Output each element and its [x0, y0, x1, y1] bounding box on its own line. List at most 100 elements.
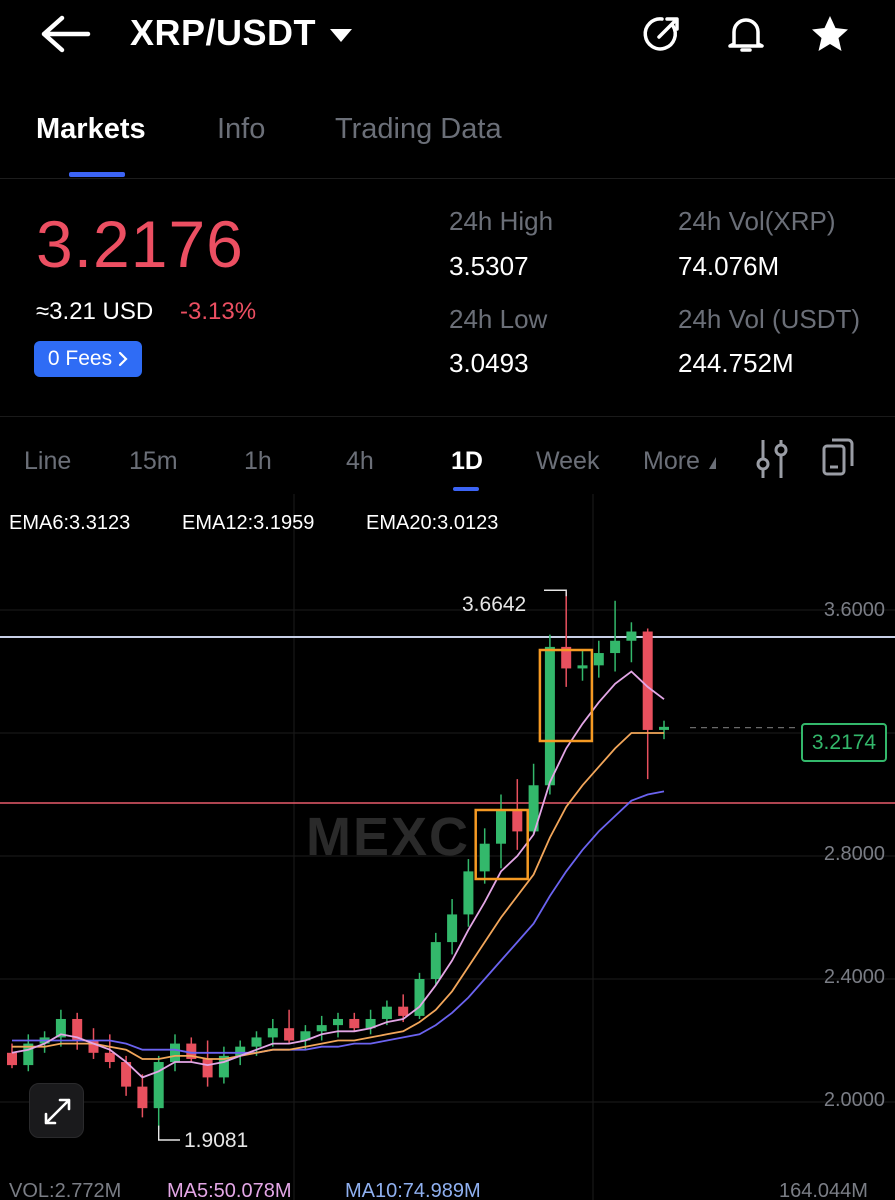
tf-more-label: More [643, 447, 700, 475]
share-icon[interactable] [640, 12, 684, 56]
candle-body [528, 785, 539, 832]
copy-layout-icon[interactable] [820, 436, 856, 478]
highlight-box [538, 648, 594, 743]
bell-icon[interactable] [724, 12, 768, 56]
candle-body [479, 843, 490, 872]
header: XRP/USDT [0, 0, 895, 70]
tf-4h[interactable]: 4h [346, 447, 374, 475]
candle-body [7, 1052, 17, 1066]
chevron-down-icon [330, 28, 353, 42]
ma5-label: MA5:50.078M [167, 1180, 292, 1200]
high-label: 24h High [449, 206, 554, 236]
chevron-right-icon [118, 351, 128, 367]
candle-body [659, 726, 669, 730]
pair-selector[interactable]: XRP/USDT [130, 12, 353, 54]
candle-body [381, 1006, 392, 1019]
candle-body [642, 631, 653, 730]
candle-body [447, 914, 458, 943]
current-price-tag: 3.2174 [801, 723, 887, 762]
candle-body [365, 1018, 376, 1029]
candle-body [251, 1037, 262, 1047]
candle-body [121, 1062, 132, 1087]
high-value: 3.5307 [449, 251, 529, 281]
candle-body [23, 1043, 34, 1066]
tf-week[interactable]: Week [536, 447, 600, 475]
usd-equivalent: ≈3.21 USD [36, 298, 154, 325]
candle-body [284, 1028, 295, 1041]
fees-button[interactable]: 0 Fees [34, 341, 142, 377]
candle-body [398, 1006, 409, 1016]
y-tick-3.6: 3.6000 [823, 599, 885, 621]
caret-icon [702, 457, 716, 469]
ema6-label: EMA6:3.3123 [9, 512, 131, 534]
last-price: 3.2176 [36, 207, 244, 281]
candle-body [544, 646, 555, 786]
vol-usdt-label: 24h Vol (USDT) [678, 304, 861, 334]
candle-body [610, 640, 621, 654]
tab-trading-data[interactable]: Trading Data [335, 113, 502, 145]
tf-line[interactable]: Line [24, 447, 72, 475]
candle-body [137, 1086, 148, 1109]
candle-body [496, 809, 506, 844]
candle-body [561, 646, 572, 669]
candle-body [153, 1062, 164, 1109]
tf-15m[interactable]: 15m [129, 447, 178, 475]
tf-1h[interactable]: 1h [244, 447, 272, 475]
price-change: -3.13% [180, 298, 257, 325]
tf-1d[interactable]: 1D [451, 447, 483, 475]
vol-label: VOL:2.772M [9, 1180, 122, 1200]
candle-body [626, 631, 637, 641]
ema6-line [11, 670, 665, 1079]
y-tick-2.4: 2.4000 [823, 966, 885, 988]
low-leader [158, 1125, 180, 1141]
y-tick-2.0: 2.0000 [823, 1089, 885, 1111]
candle-body [267, 1028, 278, 1038]
candle-body [593, 653, 604, 666]
back-arrow-icon[interactable] [38, 12, 92, 56]
star-icon[interactable] [808, 12, 852, 56]
candle-body [300, 1031, 311, 1041]
vol-max-label: 164.044M [779, 1180, 868, 1200]
ma10-label: MA10:74.989M [345, 1180, 481, 1200]
candle-body [430, 942, 441, 979]
candle-body [202, 1058, 213, 1078]
candle-body [88, 1040, 99, 1053]
tab-bar: Markets Info Trading Data [0, 95, 895, 179]
fees-label: 0 Fees [47, 347, 113, 370]
expand-icon [44, 1098, 71, 1125]
indicator-settings-icon[interactable] [754, 436, 790, 478]
tab-info[interactable]: Info [217, 113, 266, 145]
candle-body [349, 1018, 360, 1029]
candle-body [170, 1043, 180, 1063]
candle-body [414, 979, 425, 1016]
ema12-line [12, 732, 664, 1060]
y-tick-2.8: 2.8000 [823, 843, 885, 865]
candle-body [186, 1043, 197, 1059]
ema12-label: EMA12:3.1959 [182, 512, 315, 534]
candle-body [72, 1018, 83, 1041]
candle-body [104, 1052, 115, 1063]
vol-xrp-value: 74.076M [678, 251, 780, 281]
candlestick-chart[interactable] [0, 494, 895, 1200]
low-annotation: 1.9081 [184, 1129, 249, 1152]
candle-body [55, 1018, 66, 1038]
low-label: 24h Low [449, 304, 548, 334]
candle-body [316, 1025, 327, 1032]
tf-indicator [453, 487, 479, 491]
high-annotation: 3.6642 [462, 593, 527, 616]
vol-usdt-value: 244.752M [678, 348, 794, 378]
ema20-line [12, 790, 665, 1054]
pair-title: XRP/USDT [130, 12, 317, 53]
vol-xrp-label: 24h Vol(XRP) [678, 206, 836, 236]
tab-markets[interactable]: Markets [36, 113, 146, 145]
tf-more[interactable]: More [643, 447, 716, 476]
tab-indicator [69, 172, 125, 177]
candle-body [218, 1055, 229, 1078]
divider [0, 416, 895, 417]
expand-chart-button[interactable] [29, 1083, 84, 1138]
highlight-box [474, 808, 529, 881]
low-value: 3.0493 [449, 348, 529, 378]
high-leader [544, 589, 567, 597]
candle-body [577, 665, 588, 669]
candle-body [463, 871, 474, 915]
